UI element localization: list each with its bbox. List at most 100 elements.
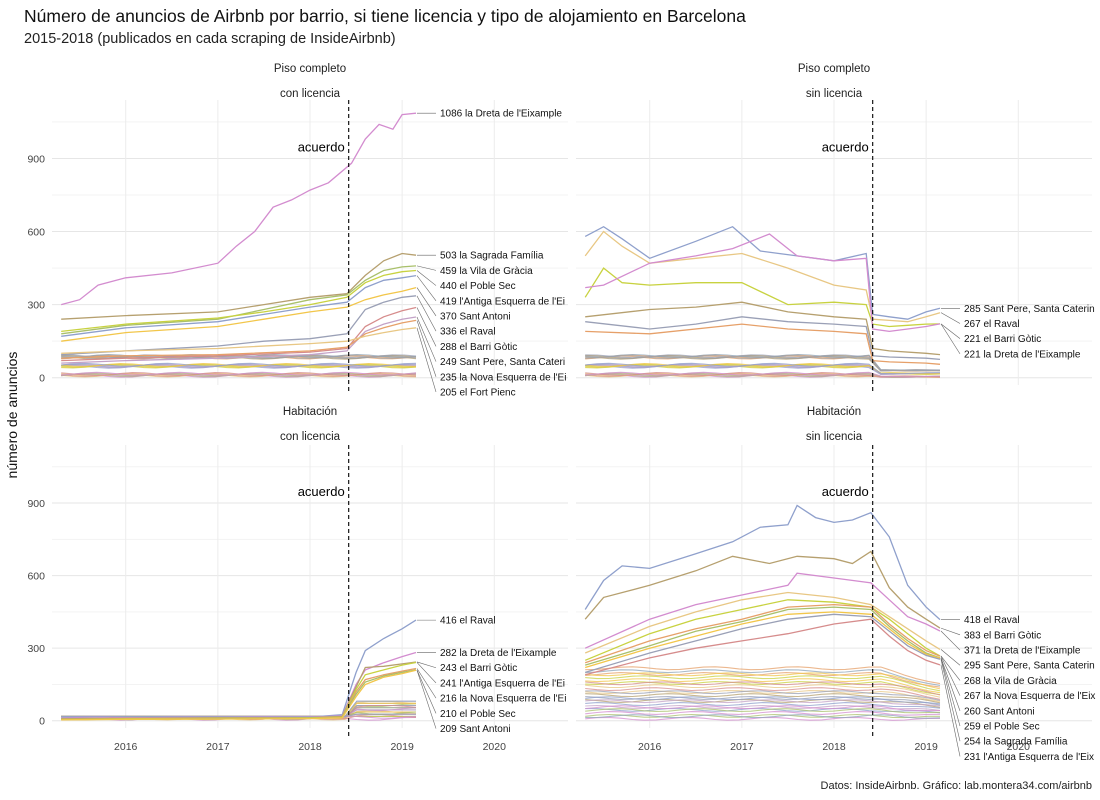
- background-series-line: [585, 714, 941, 719]
- label-leader-line: [940, 630, 961, 651]
- series-end-label: 285 Sant Pere, Santa Caterin: [964, 304, 1095, 315]
- series-end-label: 209 Sant Antoni: [440, 724, 511, 735]
- series-end-label: 383 el Barri Gòtic: [964, 630, 1041, 641]
- chart-title: Número de anuncios de Airbnb por barrio,…: [24, 6, 746, 26]
- series-line-el-poble-sec: [585, 611, 941, 669]
- series-line-l-antiga-esquerra-de-l-eixample: [61, 274, 417, 337]
- label-leader-line: [416, 668, 437, 699]
- series-end-label: 260 Sant Antoni: [964, 706, 1035, 717]
- panel-strip-type: Habitación: [283, 406, 337, 418]
- series-end-label: 370 Sant Antoni: [440, 311, 511, 322]
- series-end-label: 249 Sant Pere, Santa Cateri: [440, 357, 565, 368]
- background-series-line: [61, 371, 417, 376]
- label-leader-line: [416, 287, 437, 317]
- series-line-la-sagrada-familia: [585, 613, 941, 674]
- series-end-label: 210 el Poble Sec: [440, 709, 516, 720]
- background-series-line: [585, 675, 941, 692]
- label-leader-line: [416, 669, 437, 714]
- label-leader-line: [940, 659, 961, 742]
- y-tick-label: 0: [39, 373, 45, 385]
- series-line-el-raval: [584, 230, 941, 323]
- series-line-el-poble-sec: [61, 269, 417, 333]
- chart-subtitle: 2015-2018 (publicados en cada scraping d…: [24, 31, 396, 47]
- x-tick-label: 2016: [638, 741, 662, 753]
- series-end-label: 216 la Nova Esquerra de l'Ei: [440, 694, 566, 705]
- label-leader-line: [416, 320, 437, 377]
- label-leader-line: [416, 270, 437, 286]
- background-series-line: [585, 690, 941, 702]
- background-series-line: [585, 681, 941, 696]
- background-series-line: [585, 681, 941, 696]
- label-leader-line: [940, 649, 961, 666]
- x-tick-label: 2018: [298, 741, 322, 753]
- series-line-la-nova-esquerra-de-l-eixample: [61, 319, 417, 359]
- series-end-label: 231 l'Antiga Esquerra de l'Eix: [964, 752, 1094, 763]
- label-leader-line: [416, 295, 437, 332]
- series-line-la-sagrada-familia: [61, 252, 417, 320]
- background-series-line: [585, 699, 941, 707]
- agreement-annotation: acuerdo: [822, 484, 869, 499]
- label-leader-line: [940, 664, 961, 757]
- series-line-sant-antoni: [585, 606, 941, 666]
- series-end-label: 221 la Dreta de l'Eixample: [964, 349, 1081, 360]
- label-leader-line: [940, 655, 961, 681]
- background-series-line: [61, 713, 416, 717]
- background-series-line: [585, 669, 941, 686]
- series-end-label: 205 el Fort Pienc: [440, 387, 516, 398]
- series-end-label: 221 el Barri Gòtic: [964, 334, 1041, 345]
- background-series-line: [585, 362, 941, 375]
- background-series-line: [585, 354, 941, 372]
- panel-strip-license: sin licencia: [806, 88, 863, 100]
- y-tick-label: 0: [39, 716, 45, 728]
- x-tick-label: 2018: [822, 741, 846, 753]
- label-leader-line: [416, 275, 437, 301]
- label-leader-line: [416, 661, 437, 669]
- background-series-line: [585, 672, 941, 688]
- background-series-line: [585, 678, 941, 694]
- background-series-line: [585, 696, 941, 705]
- label-leader-line: [940, 657, 961, 711]
- y-axis-label: número de anuncios: [4, 352, 20, 479]
- y-tick-label: 900: [27, 498, 45, 510]
- y-tick-label: 900: [27, 153, 45, 165]
- series-line-el-barri-gotic: [584, 267, 941, 328]
- label-leader-line: [416, 327, 437, 393]
- series-end-label: 419 l'Antiga Esquerra de l'Ei: [440, 296, 565, 307]
- label-leader-line: [940, 323, 961, 339]
- background-series-line: [585, 684, 941, 698]
- x-tick-label: 2019: [914, 741, 938, 753]
- series-line-el-raval: [584, 504, 941, 621]
- series-end-label: 418 el Raval: [964, 615, 1020, 626]
- x-tick-label: 2020: [483, 741, 507, 753]
- series-line-series: [585, 316, 941, 361]
- y-tick-label: 300: [27, 643, 45, 655]
- background-series-line: [585, 713, 940, 719]
- chart-caption: Datos: InsideAirbnb. Gráfico: lab.monter…: [820, 780, 1092, 792]
- series-line-series: [585, 301, 941, 356]
- series-end-label: 1086 la Dreta de l'Eixample: [440, 109, 562, 120]
- background-series-line: [585, 690, 941, 701]
- panel-strip-type: Piso completo: [798, 63, 870, 75]
- series-end-label: 241 l'Antiga Esquerra de l'Ei: [440, 678, 565, 689]
- series-end-label: 459 la Vila de Gràcia: [440, 266, 533, 277]
- series-end-label: 268 la Vila de Gràcia: [964, 676, 1057, 687]
- label-leader-line: [940, 656, 961, 696]
- series-line-el-barri-gotic: [584, 550, 941, 629]
- label-leader-line: [940, 323, 961, 355]
- series-line-el-fort-pienc: [61, 327, 417, 354]
- series-line-sant-pere-santa-caterina-i-la-ribera: [584, 591, 941, 654]
- background-series-line: [61, 362, 417, 367]
- y-tick-label: 600: [27, 571, 45, 583]
- background-series-line: [585, 672, 941, 690]
- x-tick-label: 2020: [1007, 741, 1031, 753]
- background-series-line: [585, 705, 941, 712]
- background-series-line: [585, 371, 941, 378]
- series-end-label: 371 la Dreta de l'Eixample: [964, 646, 1081, 657]
- series-line-la-dreta-de-l-eixample: [584, 572, 941, 649]
- series-end-label: 259 el Poble Sec: [964, 722, 1040, 733]
- series-end-label: 503 la Sagrada Família: [440, 251, 544, 262]
- series-line-la-dreta-de-l-eixample: [61, 112, 417, 306]
- series-end-label: 416 el Raval: [440, 616, 496, 627]
- label-leader-line: [940, 627, 961, 636]
